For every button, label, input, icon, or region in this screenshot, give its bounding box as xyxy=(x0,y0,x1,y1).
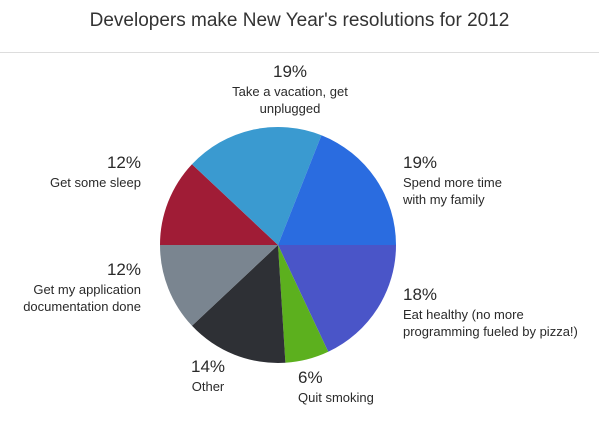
category-label: Quit smoking xyxy=(298,390,374,405)
chart-title: Developers make New Year's resolutions f… xyxy=(89,10,510,31)
pie-slice xyxy=(160,245,278,326)
category-label: Get some sleep xyxy=(49,175,141,190)
divider xyxy=(0,52,599,53)
value-label: 12% xyxy=(106,153,141,172)
category-label: Eat healthy (no more programming fueled … xyxy=(403,307,578,339)
slice-label: 6% Quit smoking xyxy=(298,367,418,406)
slice-label: 12% Get my application documentation done xyxy=(0,259,141,315)
value-label: 14% xyxy=(190,357,226,376)
value-label: 19% xyxy=(403,153,438,172)
value-label: 12% xyxy=(106,260,141,279)
pie-slice xyxy=(191,245,286,363)
slice-label: 14% Other xyxy=(168,356,248,395)
value-label: 18% xyxy=(403,285,438,304)
category-label: Spend more time with my family xyxy=(403,175,502,207)
category-label: Take a vacation, get unplugged xyxy=(232,84,348,116)
category-label: Get my application documentation done xyxy=(23,282,141,314)
pie-slice xyxy=(278,245,329,363)
pie-slice xyxy=(278,245,396,352)
slice-label: 18% Eat healthy (no more programming fuel… xyxy=(403,284,598,340)
pie-slice xyxy=(160,164,278,245)
pie-slice xyxy=(191,127,322,245)
slice-label: 19% Spend more time with my family xyxy=(403,152,523,208)
value-label: 19% xyxy=(272,62,308,81)
slice-label: 19% Take a vacation, get unplugged xyxy=(215,61,365,117)
pie-slice xyxy=(278,135,396,245)
value-label: 6% xyxy=(298,368,323,387)
slice-label: 12% Get some sleep xyxy=(0,152,141,191)
category-label: Other xyxy=(191,379,225,394)
